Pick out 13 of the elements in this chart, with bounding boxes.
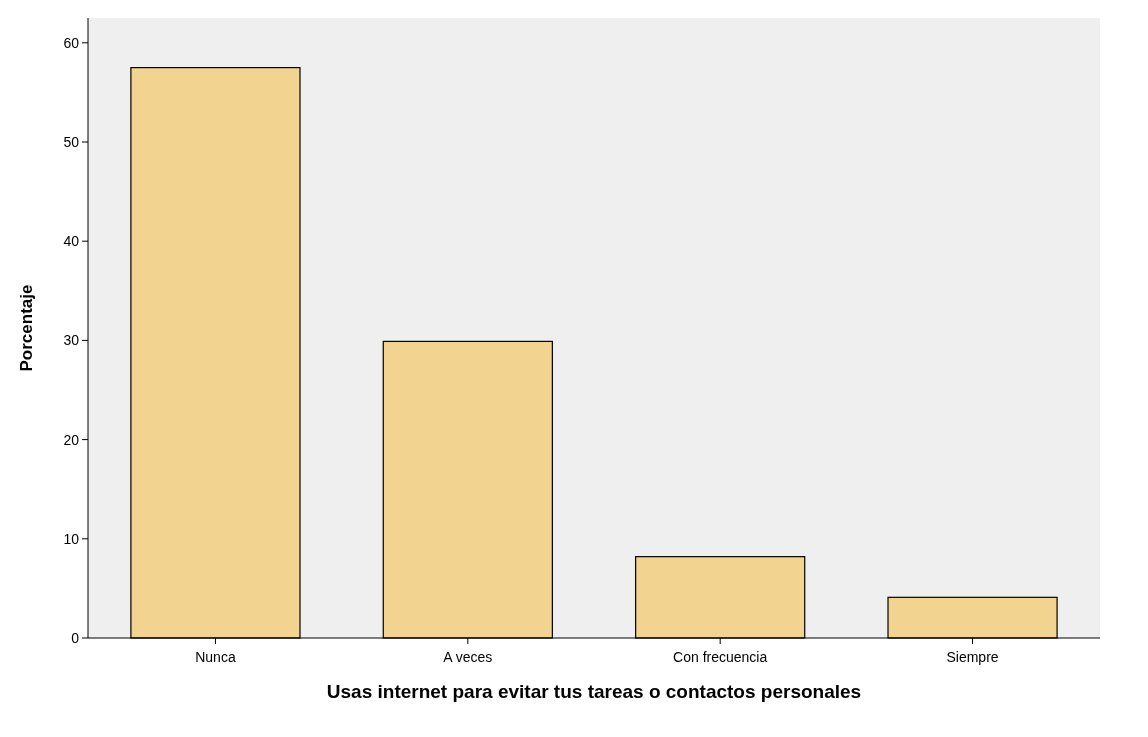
- y-tick-label: 30: [63, 332, 80, 349]
- y-tick-label: 50: [63, 133, 80, 150]
- x-axis-title: Usas internet para evitar tus tareas o contactos personales: [326, 681, 862, 702]
- y-tick-label: 10: [63, 530, 80, 547]
- y-tick-label: 40: [63, 233, 80, 250]
- y-tick-label: 0: [71, 629, 80, 646]
- x-tick-label: Siempre: [946, 649, 999, 665]
- y-axis-title: Porcentaje: [17, 284, 36, 372]
- y-tick-label: 60: [63, 34, 80, 51]
- x-tick-label: Con frecuencia: [673, 649, 768, 665]
- y-tick-label: 20: [63, 431, 80, 448]
- x-tick-label: Nunca: [195, 649, 236, 665]
- x-tick-label: A veces: [443, 649, 493, 665]
